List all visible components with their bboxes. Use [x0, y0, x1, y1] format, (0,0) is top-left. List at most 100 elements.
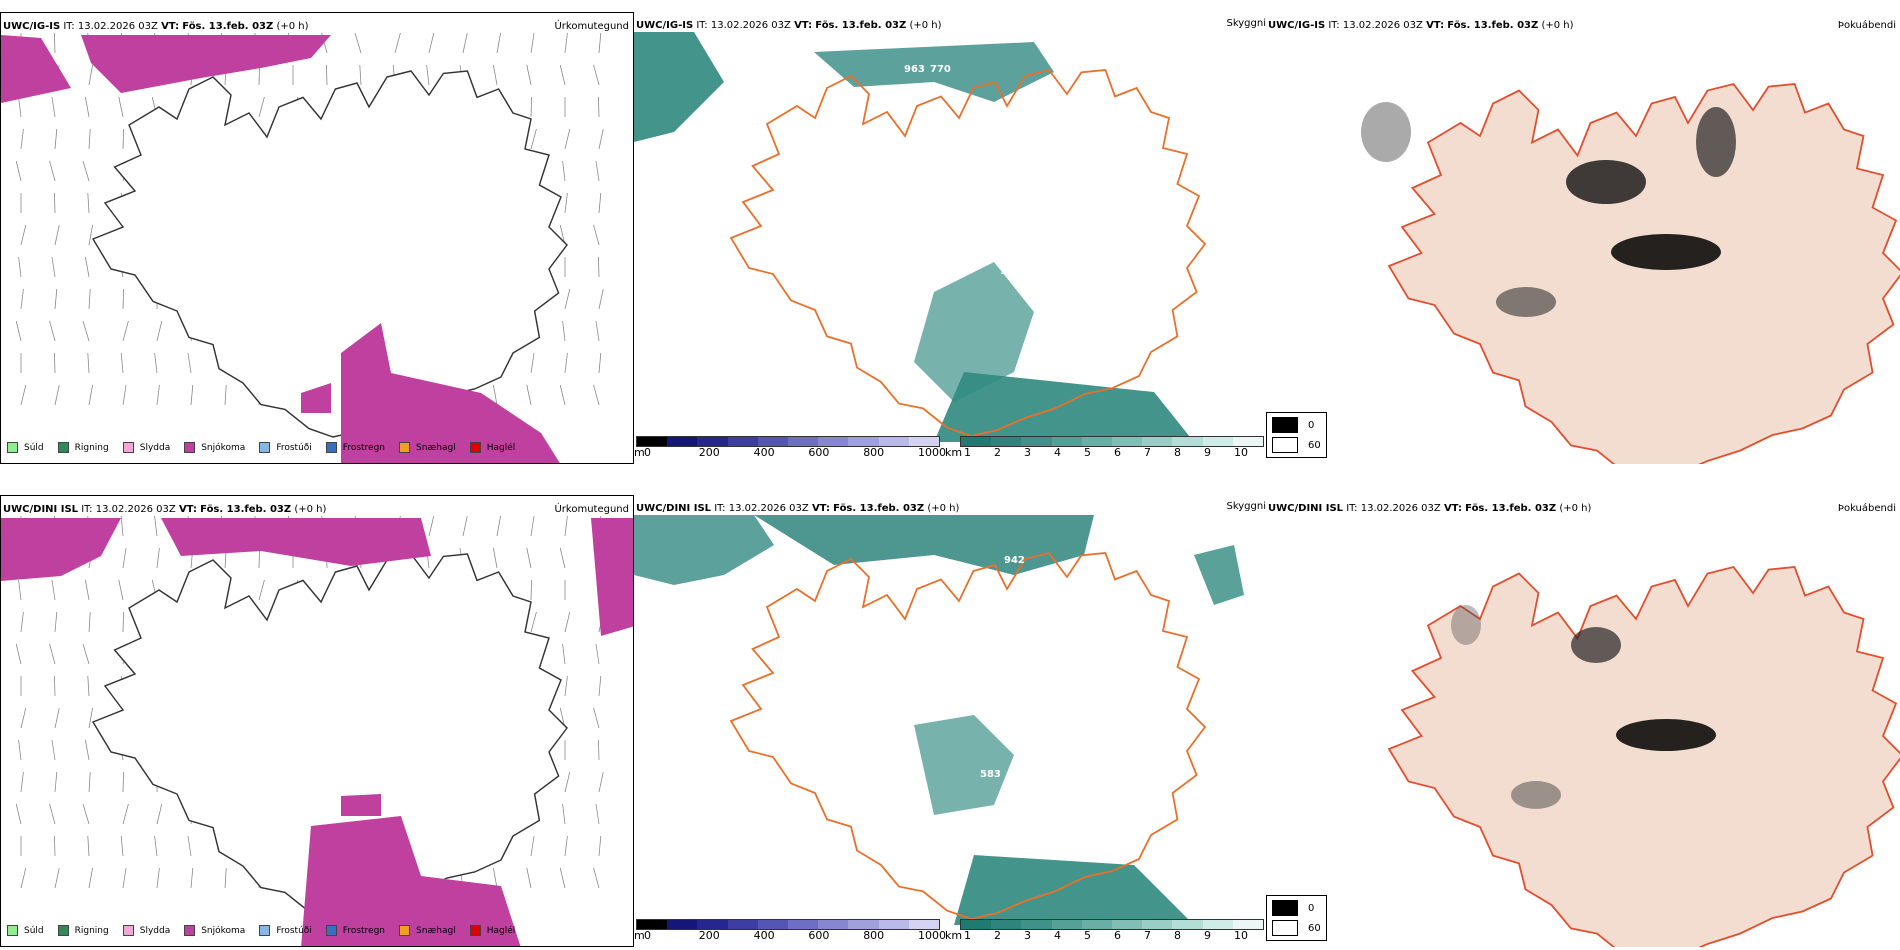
cloud-legend-item: 60 [1272, 437, 1321, 453]
colorbar-segment [908, 437, 940, 446]
wind-barb [18, 739, 22, 761]
panel-header: UWC/DINI ISL IT: 13.02.2026 03Z VT: Fös.… [3, 504, 327, 515]
wind-barb [564, 192, 568, 214]
legend-label: Haglél [486, 925, 516, 936]
cloud-panel-row2: UWC/DINI ISL IT: 13.02.2026 03Z VT: Fös.… [1266, 495, 1900, 947]
wind-barb [593, 64, 600, 86]
wind-barb [462, 32, 468, 54]
wind-barb [18, 256, 22, 278]
colorbar-segment [878, 437, 909, 446]
wind-barb [326, 64, 328, 86]
panel-title-visibility: Skyggni [1226, 18, 1266, 29]
wind-barb [394, 32, 401, 54]
wind-barb [598, 352, 602, 374]
colorbar-tick: 200 [698, 446, 720, 459]
wind-barb [156, 384, 160, 406]
wind-barb [156, 320, 163, 342]
visibility-height-label: 297 [774, 562, 795, 573]
wind-barb [598, 835, 602, 857]
legend-label: 0 [1308, 902, 1315, 914]
wind-barb [493, 547, 498, 569]
wind-barb [15, 643, 22, 665]
colorbar-segment [1051, 920, 1082, 929]
precip-legend-item: Rigning [57, 442, 109, 453]
colorbar-segment [1142, 437, 1173, 446]
precip-type-map [1, 32, 604, 463]
colorbar-segment [637, 920, 668, 929]
wind-barb [559, 64, 566, 86]
colorbar-tick: 3 [1024, 446, 1031, 459]
legend-label: Súld [24, 442, 44, 453]
colorbar-segment [1021, 437, 1052, 446]
visibility-height-label: 55 [774, 132, 788, 143]
legend-label: Slydda [139, 442, 171, 453]
wind-barb [493, 867, 498, 889]
km-ticks: 1 2 3 4 5 6 7 8 9 10 [964, 929, 1254, 943]
colorbar-tick: 0 [644, 929, 651, 942]
visibility-height-label: 220 [964, 259, 985, 270]
wind-barb [122, 320, 129, 342]
colorbar-segment [1051, 437, 1082, 446]
legend-swatch [399, 925, 411, 936]
colorbar-tick: 7 [1144, 929, 1151, 942]
visibility-height-label: 56 [934, 204, 948, 215]
colorbar-segment [788, 437, 819, 446]
wind-barb [20, 288, 24, 310]
visibility-height-label: 942 [1004, 555, 1025, 566]
panel-title-precip: Úrkomutegund [554, 21, 629, 32]
wind-barb [54, 32, 56, 54]
legend-label: Snæhagl [416, 925, 456, 936]
wind-barb [87, 192, 90, 214]
wind-barb [526, 547, 532, 569]
km-colorbar [960, 436, 1264, 447]
wind-barb [593, 867, 600, 889]
cloud-map [1361, 83, 1900, 464]
colorbar-segment [637, 437, 668, 446]
wind-barb [20, 128, 24, 150]
km-unit: km [945, 446, 963, 459]
wind-barb [156, 803, 163, 825]
wind-barb [49, 160, 56, 182]
height-colorbar [636, 919, 940, 930]
colorbar-segment [991, 437, 1022, 446]
wind-barb [598, 256, 600, 278]
wind-barb [122, 384, 127, 406]
legend-label: 60 [1308, 922, 1321, 934]
wind-barb [85, 96, 90, 118]
legend-swatch [469, 442, 481, 453]
wind-barb [54, 384, 60, 406]
wind-barb [598, 739, 600, 761]
legend-label: Frostregn [342, 925, 386, 936]
panel-header: UWC/DINI ISL UWC/IG-IS IT: 13.02.2026 03… [636, 20, 942, 31]
wind-barb [559, 867, 566, 889]
precip-legend-item: Snjókoma [184, 442, 245, 453]
colorbar-segment [697, 920, 728, 929]
wind-barb [54, 675, 56, 697]
colorbar-segment [848, 920, 879, 929]
panel-title-visibility: Skyggni [1226, 501, 1266, 512]
colorbar-tick: 400 [753, 929, 775, 942]
colorbar-tick: 9 [1204, 929, 1211, 942]
wind-barb [359, 64, 362, 86]
wind-barb [564, 288, 571, 310]
precip-legend-item: Haglél [469, 442, 515, 453]
wind-barb [54, 835, 56, 857]
wind-barb [564, 352, 568, 374]
colorbar-segment [1112, 437, 1143, 446]
wind-barb [562, 160, 566, 182]
legend-label: Snæhagl [416, 442, 456, 453]
legend-swatch [122, 925, 134, 936]
colorbar-tick: 6 [1114, 929, 1121, 942]
height-colorbar [636, 436, 940, 447]
wind-barb [20, 224, 27, 246]
wind-barb [530, 128, 537, 150]
colorbar-segment [667, 437, 698, 446]
wind-barb [564, 515, 568, 537]
wind-barb [154, 515, 158, 537]
wind-barb [118, 96, 124, 118]
wind-barb [530, 352, 535, 374]
cloud-map [1388, 566, 1900, 947]
colorbar-segment [961, 437, 992, 446]
precip-legend-item: Frostúði [259, 925, 312, 936]
wind-barb [85, 579, 90, 601]
